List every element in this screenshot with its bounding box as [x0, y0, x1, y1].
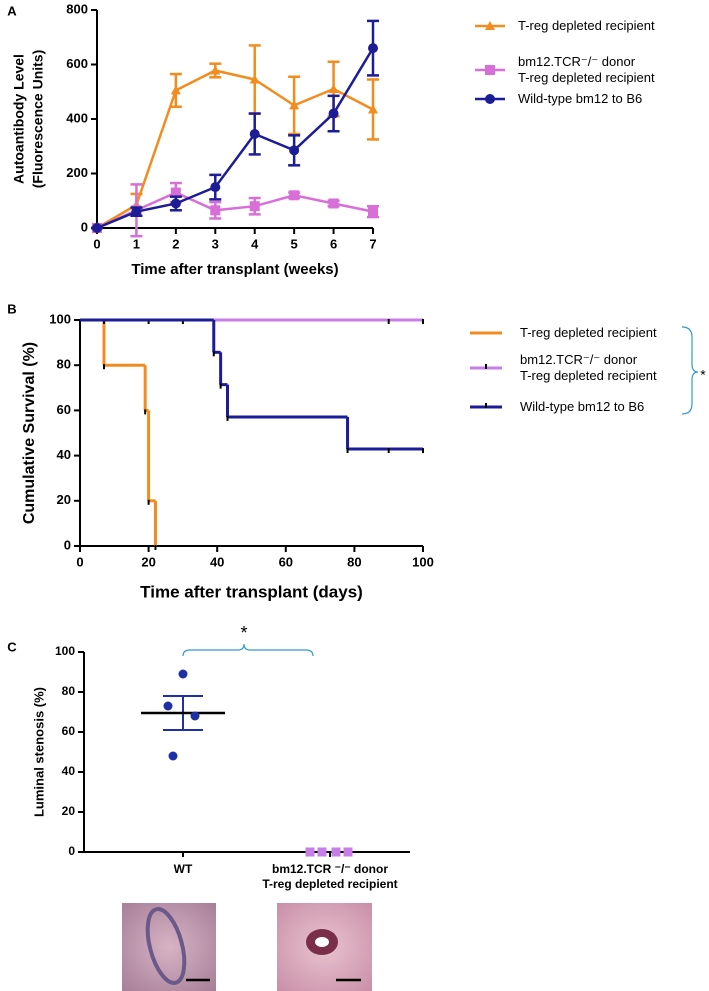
marker	[210, 205, 221, 216]
legend-label: Wild-type bm12 to B6	[518, 91, 643, 106]
legend-marker	[485, 21, 495, 30]
data-point	[178, 669, 188, 679]
marker	[328, 108, 339, 119]
y-tick-label: 600	[66, 56, 88, 71]
legend-label: T-reg depleted recipient	[518, 18, 655, 33]
marker	[210, 65, 221, 75]
marker	[368, 206, 378, 217]
significance-bracket	[182, 643, 314, 657]
x-tick-label: 40	[210, 554, 224, 569]
marker	[289, 145, 300, 156]
x-tick-label: 0	[93, 236, 100, 251]
marker	[170, 198, 181, 209]
data-point	[343, 847, 353, 857]
legend-label: bm12.TCR⁻/⁻ donor T-reg depleted recipie…	[520, 352, 657, 383]
marker	[131, 206, 142, 217]
y-tick-label: 0	[81, 219, 88, 234]
legend-label: Wild-type bm12 to B6	[520, 399, 645, 414]
x-tick-label: 1	[133, 236, 140, 251]
series-line	[96, 69, 374, 230]
y-axis-label: Cumulative Survival (%)	[21, 342, 38, 524]
x-axis-label: Time after transplant (days)	[140, 582, 363, 601]
y-tick-label: 200	[66, 165, 88, 180]
y-tick-label: 80	[62, 684, 76, 698]
x-tick-label: WT	[173, 862, 193, 876]
data-point	[305, 847, 315, 857]
y-tick-label: 60	[62, 724, 76, 738]
x-tick-label: bm12.TCR ⁻/⁻ donor T-reg depleted recipi…	[262, 862, 398, 891]
marker	[170, 85, 181, 95]
y-axis-label: Autoantibody Level	[11, 54, 27, 184]
marker	[289, 190, 300, 201]
y-tick-label: 80	[57, 357, 71, 372]
y-tick-label: 0	[64, 537, 71, 552]
marker	[210, 182, 221, 193]
x-tick-label: 60	[279, 554, 293, 569]
data-point	[317, 847, 327, 857]
y-tick-label: 40	[62, 764, 76, 778]
y-tick-label: 400	[66, 110, 88, 125]
x-axis-label: Time after transplant (weeks)	[131, 261, 338, 278]
marker	[249, 128, 260, 139]
annotation: *	[700, 367, 706, 383]
panel-label: C	[7, 639, 17, 654]
marker	[368, 43, 378, 54]
series-line	[96, 47, 375, 230]
x-tick-label: 5	[291, 236, 298, 251]
y-axis-label: Luminal stenosis (%)	[31, 687, 46, 817]
panel-label: B	[7, 301, 16, 316]
y-tick-label: 40	[57, 447, 71, 462]
y-tick-label: 100	[49, 311, 71, 326]
y-tick-label: 60	[57, 402, 71, 417]
data-point	[190, 711, 200, 721]
data-point	[331, 847, 341, 857]
marker	[170, 187, 181, 198]
legend-label: T-reg depleted recipient	[520, 325, 657, 340]
y-tick-label: 20	[62, 804, 76, 818]
marker	[328, 198, 339, 209]
data-point	[163, 701, 173, 711]
y-axis-label: (Fluorescence Units)	[30, 50, 46, 188]
y-tick-label: 100	[55, 644, 75, 658]
marker	[328, 84, 339, 94]
annotation: *	[240, 623, 247, 643]
x-tick-label: 3	[212, 236, 219, 251]
significance-bracket	[681, 326, 699, 415]
series-line	[96, 191, 374, 230]
marker	[249, 74, 260, 84]
x-tick-label: 0	[76, 554, 83, 569]
y-tick-label: 800	[66, 1, 88, 16]
micrograph-ko	[277, 903, 372, 991]
x-tick-label: 4	[251, 236, 259, 251]
x-tick-label: 7	[369, 236, 376, 251]
legend-marker	[485, 94, 495, 104]
data-point	[168, 751, 178, 761]
marker	[368, 104, 378, 114]
x-tick-label: 2	[172, 236, 179, 251]
marker	[92, 223, 102, 233]
x-tick-label: 20	[141, 554, 155, 569]
panel-label: A	[7, 3, 17, 18]
legend-marker	[485, 65, 495, 75]
x-tick-label: 100	[412, 554, 434, 569]
y-tick-label: 20	[57, 492, 71, 507]
micrograph-wt	[122, 903, 216, 991]
y-tick-label: 0	[68, 844, 75, 858]
legend-label: bm12.TCR⁻/⁻ donor T-reg depleted recipie…	[518, 54, 655, 85]
marker	[249, 201, 260, 212]
x-tick-label: 6	[330, 236, 337, 251]
marker	[289, 100, 300, 110]
x-tick-label: 80	[347, 554, 361, 569]
